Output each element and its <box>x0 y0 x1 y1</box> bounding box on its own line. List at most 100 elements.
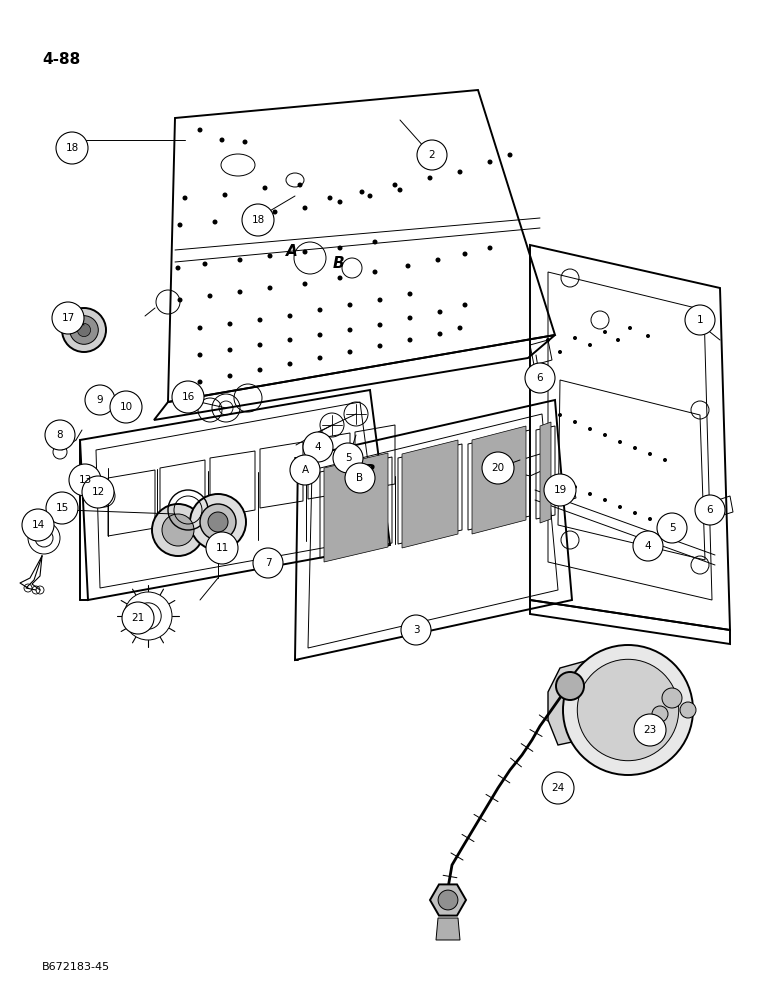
Circle shape <box>290 455 320 485</box>
Circle shape <box>222 192 228 198</box>
Circle shape <box>616 338 620 342</box>
Circle shape <box>392 182 398 188</box>
Circle shape <box>588 492 592 496</box>
Circle shape <box>303 249 307 254</box>
Circle shape <box>242 216 248 221</box>
Text: 18: 18 <box>252 215 265 225</box>
Circle shape <box>56 132 88 164</box>
Text: 15: 15 <box>56 503 69 513</box>
Text: 17: 17 <box>62 313 75 323</box>
Circle shape <box>268 253 273 258</box>
Circle shape <box>573 420 577 424</box>
Polygon shape <box>324 453 388 562</box>
Text: 24: 24 <box>551 783 564 793</box>
Circle shape <box>542 772 574 804</box>
Circle shape <box>558 478 562 482</box>
Circle shape <box>558 413 562 417</box>
Circle shape <box>124 592 172 640</box>
Circle shape <box>367 194 373 198</box>
Text: A: A <box>286 244 298 259</box>
Text: B: B <box>332 256 344 271</box>
Circle shape <box>69 316 98 344</box>
Circle shape <box>646 334 650 338</box>
Circle shape <box>680 702 696 718</box>
Circle shape <box>657 513 687 543</box>
Circle shape <box>563 645 693 775</box>
Circle shape <box>603 330 607 334</box>
Circle shape <box>287 338 293 342</box>
Text: A: A <box>301 465 309 475</box>
Circle shape <box>198 326 202 330</box>
Text: 13: 13 <box>79 475 92 485</box>
Circle shape <box>628 326 632 330</box>
Circle shape <box>573 485 577 489</box>
Circle shape <box>208 512 228 532</box>
Circle shape <box>438 310 442 314</box>
Text: 10: 10 <box>120 402 133 412</box>
Circle shape <box>303 206 307 211</box>
Polygon shape <box>548 652 628 745</box>
Circle shape <box>69 464 101 496</box>
Circle shape <box>152 504 204 556</box>
Circle shape <box>258 318 262 322</box>
Circle shape <box>228 348 232 353</box>
Circle shape <box>347 350 353 355</box>
Circle shape <box>46 492 78 524</box>
Text: 23: 23 <box>643 725 657 735</box>
Circle shape <box>482 452 514 484</box>
Circle shape <box>663 458 667 462</box>
Text: B: B <box>357 473 364 483</box>
Circle shape <box>603 433 607 437</box>
Circle shape <box>77 323 90 337</box>
Text: 1: 1 <box>696 315 703 325</box>
Circle shape <box>303 282 307 286</box>
Circle shape <box>162 514 194 546</box>
Circle shape <box>52 302 84 334</box>
Circle shape <box>172 381 204 413</box>
Text: 18: 18 <box>66 143 79 153</box>
Polygon shape <box>472 426 526 534</box>
Circle shape <box>401 615 431 645</box>
Text: 6: 6 <box>537 373 543 383</box>
Circle shape <box>262 186 268 190</box>
Text: 8: 8 <box>56 430 63 440</box>
Circle shape <box>110 391 142 423</box>
Circle shape <box>525 363 555 393</box>
Circle shape <box>347 328 353 332</box>
Circle shape <box>373 269 378 274</box>
Circle shape <box>200 504 236 540</box>
Text: 21: 21 <box>131 613 144 623</box>
Circle shape <box>428 176 432 180</box>
Text: B: B <box>361 463 375 481</box>
Circle shape <box>178 298 182 302</box>
Text: 12: 12 <box>91 487 105 497</box>
Circle shape <box>648 452 652 456</box>
Circle shape <box>258 367 262 372</box>
Text: 7: 7 <box>265 558 271 568</box>
Text: 5: 5 <box>344 453 351 463</box>
Circle shape <box>202 261 208 266</box>
Circle shape <box>238 257 242 262</box>
Circle shape <box>317 332 323 338</box>
Circle shape <box>228 373 232 378</box>
Circle shape <box>238 290 242 294</box>
Circle shape <box>228 322 232 326</box>
Text: 9: 9 <box>96 395 103 405</box>
Text: B672183-45: B672183-45 <box>42 962 110 972</box>
Circle shape <box>345 463 375 493</box>
Circle shape <box>603 498 607 502</box>
Circle shape <box>122 602 154 634</box>
Circle shape <box>634 714 666 746</box>
Circle shape <box>378 344 382 349</box>
Circle shape <box>633 511 637 515</box>
Circle shape <box>219 137 225 142</box>
Circle shape <box>662 688 682 708</box>
Circle shape <box>360 190 364 194</box>
Polygon shape <box>402 440 458 548</box>
Circle shape <box>287 314 293 318</box>
Circle shape <box>337 200 343 205</box>
Circle shape <box>633 446 637 450</box>
Circle shape <box>337 275 343 280</box>
Circle shape <box>405 263 411 268</box>
Circle shape <box>268 286 273 290</box>
